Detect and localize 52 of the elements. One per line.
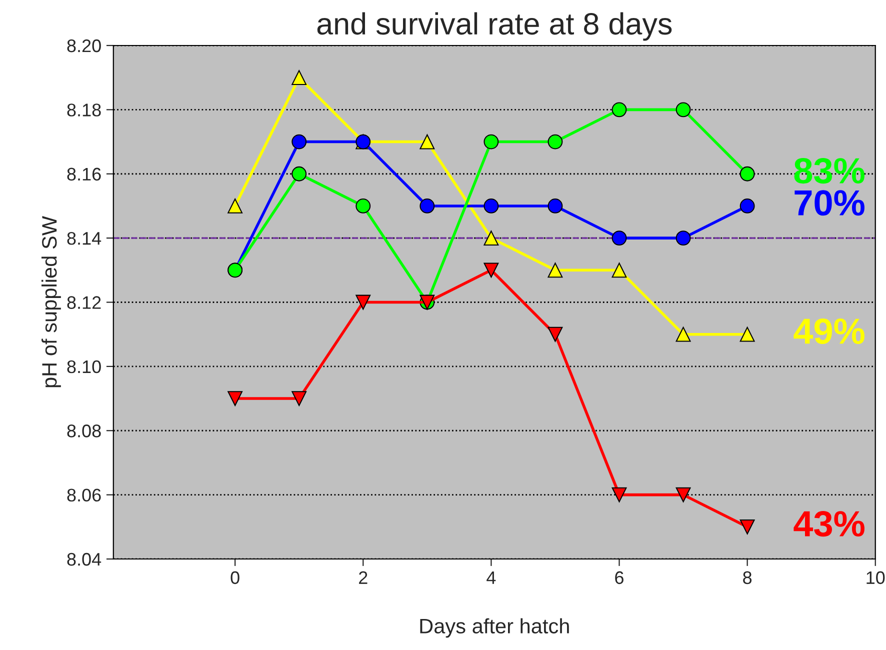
- x-axis-title: Days after hatch: [420, 618, 569, 638]
- point: [228, 391, 243, 406]
- point: [612, 262, 627, 278]
- point: [676, 487, 691, 502]
- y-tick-label: 8.06: [67, 488, 101, 502]
- point: [612, 102, 627, 118]
- y-tick-label: 8.10: [67, 360, 101, 374]
- point: [548, 198, 563, 214]
- y-axis-title: pH of supplied SW: [41, 216, 61, 388]
- point: [484, 262, 499, 278]
- point: [740, 198, 755, 214]
- point: [420, 134, 435, 150]
- point: [612, 230, 627, 246]
- point: [228, 198, 243, 214]
- x-tick-label: 4: [486, 571, 496, 584]
- y-tick-label: 8.14: [67, 232, 102, 245]
- point: [676, 102, 691, 118]
- point: [676, 326, 691, 342]
- point: [292, 134, 307, 150]
- point: [740, 519, 755, 534]
- annotation: 43%: [794, 511, 864, 537]
- x-tick-label: 6: [615, 571, 624, 584]
- point: [548, 134, 563, 150]
- point: [292, 391, 307, 406]
- point: [484, 198, 499, 214]
- point: [612, 487, 627, 502]
- point: [292, 166, 307, 182]
- point: [292, 70, 307, 86]
- point: [356, 198, 371, 214]
- x-tick-label: 0: [230, 571, 240, 584]
- x-tick-label: 2: [359, 571, 368, 584]
- y-tick-label: 8.16: [67, 168, 101, 181]
- x-tick-label: 8: [743, 571, 752, 584]
- point: [420, 198, 435, 214]
- y-tick-label: 8.18: [67, 104, 101, 116]
- point: [484, 230, 499, 246]
- y-tick-label: 8.08: [67, 424, 101, 438]
- point: [548, 326, 563, 342]
- x-tick-label: 10: [866, 571, 885, 584]
- annotation: 70%: [794, 190, 864, 216]
- chart-title: and survival rate at 8 days: [317, 12, 672, 41]
- point: [484, 134, 499, 150]
- annotation: 49%: [794, 318, 864, 344]
- y-tick-label: 8.20: [67, 39, 101, 52]
- point: [740, 166, 755, 182]
- annotation: 83%: [794, 158, 864, 184]
- y-tick-label: 8.12: [67, 296, 101, 309]
- point: [356, 294, 371, 310]
- point: [676, 230, 691, 246]
- point: [740, 326, 755, 342]
- point: [548, 262, 563, 278]
- y-tick-label: 8.04: [67, 552, 102, 566]
